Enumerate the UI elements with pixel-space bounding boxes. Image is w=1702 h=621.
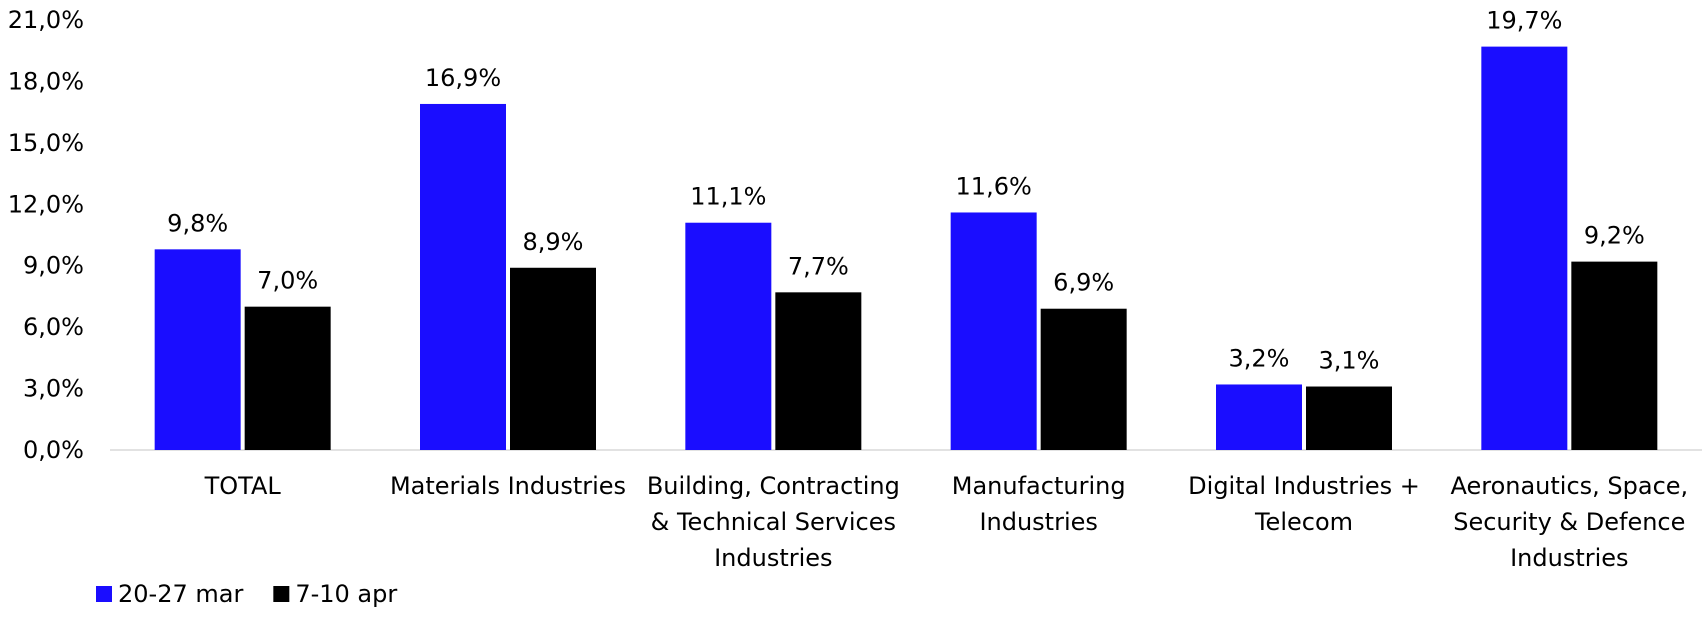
- category-label: Industries: [1510, 544, 1628, 572]
- y-tick-label: 6,0%: [23, 313, 84, 341]
- category-label: Materials Industries: [390, 472, 626, 500]
- bar: [775, 292, 862, 450]
- data-label: 19,7%: [1486, 7, 1562, 35]
- bar: [950, 212, 1037, 450]
- data-label: 9,8%: [167, 209, 228, 237]
- category-label: Aeronautics, Space,: [1450, 472, 1688, 500]
- bar: [1571, 261, 1658, 450]
- category-label: Digital Industries +: [1188, 472, 1420, 500]
- legend: 20-27 mar 7-10 apr: [96, 580, 397, 608]
- data-label: 8,9%: [523, 228, 584, 256]
- category-label: Building, Contracting: [647, 472, 900, 500]
- data-label: 3,2%: [1229, 344, 1290, 372]
- data-label: 7,0%: [257, 267, 318, 295]
- legend-label: 7-10 apr: [295, 580, 397, 608]
- bar: [1216, 384, 1302, 450]
- bar: [510, 267, 596, 450]
- bar: [685, 222, 772, 450]
- bars: [154, 46, 1658, 450]
- y-tick-label: 15,0%: [8, 129, 84, 157]
- y-tick-label: 0,0%: [23, 436, 84, 464]
- category-label: Industries: [714, 544, 832, 572]
- y-axis: 0,0% 3,0% 6,0% 9,0% 12,0% 15,0% 18,0% 21,0%: [8, 6, 84, 464]
- data-label: 16,9%: [425, 64, 501, 92]
- category-labels: TOTAL Materials Industries Building, Contr…: [204, 472, 1689, 572]
- data-label: 3,1%: [1319, 347, 1380, 375]
- bar: [244, 306, 331, 450]
- data-label: 7,7%: [788, 252, 849, 280]
- legend-swatch: [273, 586, 290, 602]
- y-tick-label: 3,0%: [23, 375, 84, 403]
- data-labels: 9,8% 7,0% 16,9% 8,9% 11,1% 7,7% 11,6% 6,9% 3,2% 3…: [167, 7, 1645, 375]
- data-label: 6,9%: [1053, 269, 1114, 297]
- legend-label: 20-27 mar: [118, 580, 243, 608]
- bar: [1481, 46, 1568, 450]
- data-label: 11,6%: [956, 172, 1032, 200]
- bar: [154, 249, 241, 450]
- category-label: Manufacturing: [952, 472, 1126, 500]
- data-label: 11,1%: [690, 183, 766, 211]
- y-tick-label: 12,0%: [8, 190, 84, 218]
- category-label: Security & Defence: [1453, 508, 1685, 536]
- data-label: 9,2%: [1584, 222, 1645, 250]
- bar: [1306, 386, 1392, 450]
- category-label: & Technical Services: [651, 508, 896, 536]
- category-label: Industries: [979, 508, 1097, 536]
- bar: [420, 103, 506, 450]
- category-label: TOTAL: [204, 472, 282, 500]
- category-label: Telecom: [1254, 508, 1353, 536]
- bar: [1040, 308, 1127, 450]
- y-tick-label: 21,0%: [8, 6, 84, 34]
- y-tick-label: 9,0%: [23, 252, 84, 280]
- y-tick-label: 18,0%: [8, 67, 84, 95]
- legend-swatch: [96, 586, 112, 602]
